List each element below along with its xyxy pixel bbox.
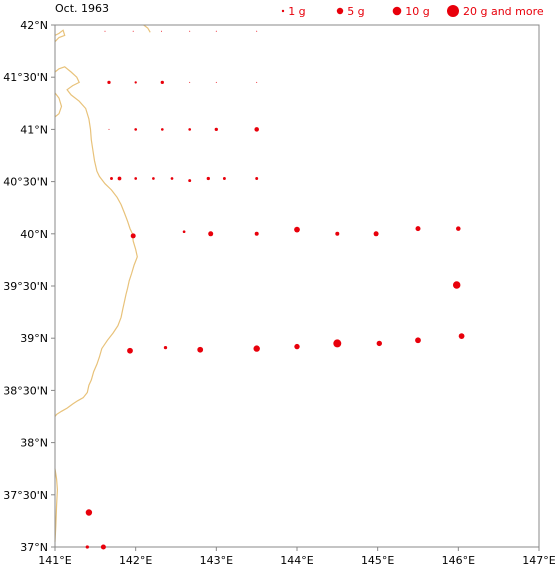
sample-dot	[163, 345, 168, 350]
coastline-segment	[143, 24, 151, 33]
sample-dot	[117, 176, 122, 181]
sample-dot	[197, 346, 204, 353]
sample-dot	[254, 231, 259, 236]
sample-dot	[415, 226, 421, 232]
sample-dot	[215, 30, 217, 32]
y-tick-label: 41°N	[20, 123, 48, 136]
legend-label: 20 g and more	[463, 5, 544, 18]
coastline-segment	[54, 66, 138, 417]
coastline	[54, 24, 151, 542]
sample-dot	[132, 30, 134, 32]
x-tick-label: 146°E	[442, 554, 475, 567]
sample-dot	[215, 81, 217, 83]
y-tick-label: 38°30'N	[3, 384, 48, 397]
sample-dot	[160, 128, 164, 131]
sample-dot	[208, 231, 214, 237]
x-tick-label: 143°E	[200, 554, 233, 567]
legend-marker	[447, 5, 459, 17]
sample-dot	[134, 177, 138, 180]
y-tick-label: 37°30'N	[3, 489, 48, 502]
x-tick-label: 141°E	[38, 554, 71, 567]
legend-label: 1 g	[288, 5, 305, 18]
sample-dot	[188, 179, 192, 183]
coastline-segment	[54, 29, 66, 43]
sample-dot	[376, 340, 382, 347]
legend-marker	[281, 9, 285, 13]
legend-label: 10 g	[405, 5, 429, 18]
y-tick-label: 37°N	[20, 541, 48, 554]
y-tick-label: 38°N	[20, 437, 48, 450]
sample-dot	[134, 81, 137, 84]
sample-dot	[256, 81, 258, 83]
sample-dot	[254, 127, 259, 132]
x-tick-label: 147°E	[522, 554, 555, 567]
y-tick-label: 39°N	[20, 332, 48, 345]
sample-dot	[373, 231, 379, 237]
sample-dot	[134, 128, 138, 131]
sample-dot	[253, 345, 260, 352]
y-tick-label: 41°30'N	[3, 71, 48, 84]
map-title: Oct. 1963	[55, 2, 109, 15]
sample-dot	[107, 80, 111, 85]
sample-dot	[294, 226, 300, 233]
sample-dot	[127, 347, 133, 354]
sample-dot	[189, 30, 191, 32]
sample-dot	[110, 177, 113, 180]
legend-marker	[392, 6, 402, 16]
sample-dot	[152, 177, 155, 180]
x-tick-label: 145°E	[361, 554, 394, 567]
legend-label: 5 g	[347, 5, 364, 18]
sample-dot	[458, 333, 465, 339]
legend: 1 g 5 g 10 g 20 g and more	[281, 5, 544, 18]
sample-dot	[333, 339, 342, 348]
sample-dot	[182, 230, 186, 234]
sample-dot	[335, 231, 340, 236]
sample-dot	[170, 177, 174, 180]
sample-dot	[256, 30, 258, 32]
sample-dot	[108, 128, 110, 130]
sample-dot	[85, 509, 93, 516]
sample-dot	[104, 30, 106, 32]
sample-dot	[206, 176, 210, 181]
sample-dot	[415, 337, 421, 344]
y-tick-label: 39°30'N	[3, 280, 48, 293]
sample-dot	[452, 281, 461, 289]
sample-dot	[100, 544, 106, 550]
sample-dot	[214, 127, 218, 132]
x-tick-label: 142°E	[119, 554, 152, 567]
sample-dot	[456, 226, 461, 231]
sample-dots	[85, 30, 465, 550]
sample-dot	[255, 177, 259, 180]
coastline-segment	[54, 92, 63, 118]
sample-dot	[188, 128, 192, 131]
sample-dot	[160, 80, 164, 85]
sample-dot	[189, 81, 191, 83]
sample-dot	[294, 343, 300, 350]
sample-dot	[161, 30, 162, 32]
coastline-segment	[54, 468, 59, 542]
y-tick-label: 42°N	[20, 19, 48, 32]
sample-dot	[85, 545, 89, 549]
x-tick-label: 144°E	[280, 554, 313, 567]
axis-ticks: 141°E 142°E 143°E 144°E 145°E 146°E 147°E 42°N 4…	[3, 19, 556, 567]
legend-marker	[336, 7, 344, 15]
y-tick-label: 40°30'N	[3, 176, 48, 189]
y-tick-label: 40°N	[20, 228, 48, 241]
sample-dot	[130, 233, 136, 239]
sample-dot	[222, 177, 226, 180]
